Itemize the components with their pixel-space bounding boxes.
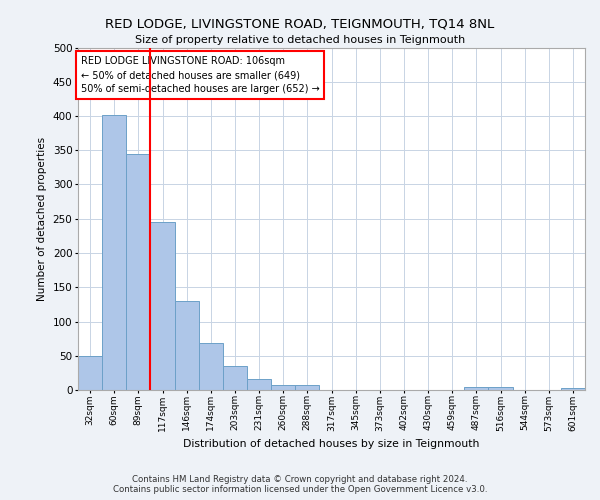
Bar <box>175 301 199 390</box>
Bar <box>78 356 102 390</box>
Y-axis label: Number of detached properties: Number of detached properties <box>37 136 47 301</box>
Text: Size of property relative to detached houses in Teignmouth: Size of property relative to detached ho… <box>135 35 465 45</box>
Text: RED LODGE LIVINGSTONE ROAD: 106sqm
← 50% of detached houses are smaller (649)
50: RED LODGE LIVINGSTONE ROAD: 106sqm ← 50%… <box>80 56 319 94</box>
Bar <box>295 384 319 390</box>
Bar <box>271 384 295 390</box>
Bar <box>488 386 512 390</box>
Bar <box>151 222 175 390</box>
Bar <box>199 344 223 390</box>
Bar <box>102 116 126 390</box>
Bar <box>126 154 151 390</box>
Bar <box>223 366 247 390</box>
Text: Contains HM Land Registry data © Crown copyright and database right 2024.
Contai: Contains HM Land Registry data © Crown c… <box>113 474 487 494</box>
Bar <box>561 388 585 390</box>
X-axis label: Distribution of detached houses by size in Teignmouth: Distribution of detached houses by size … <box>184 439 479 449</box>
Text: RED LODGE, LIVINGSTONE ROAD, TEIGNMOUTH, TQ14 8NL: RED LODGE, LIVINGSTONE ROAD, TEIGNMOUTH,… <box>106 18 494 30</box>
Bar <box>247 379 271 390</box>
Bar <box>464 386 488 390</box>
